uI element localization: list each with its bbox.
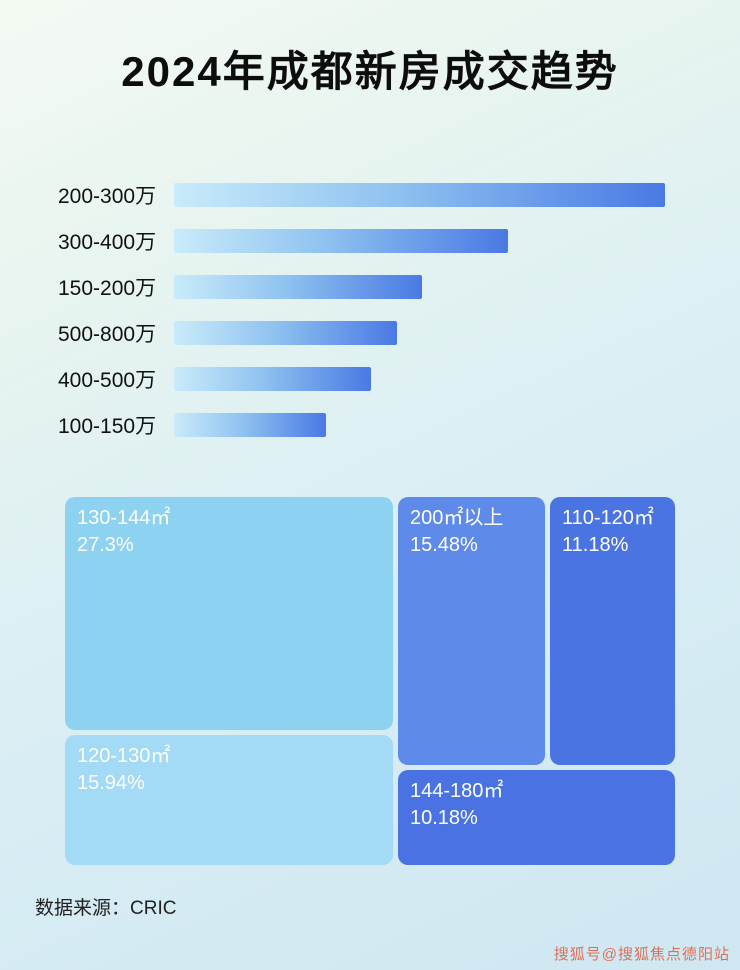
data-source-label: 数据来源：CRIC [35,898,177,919]
treemap-block-label: 200㎡以上 [410,507,504,529]
treemap-block-200-plus: 200㎡以上 15.48% [398,497,545,765]
bar [174,183,665,207]
area-treemap: 130-144㎡ 27.3% 200㎡以上 15.48% 110-120㎡ 11… [65,497,675,865]
bar-label: 200-300万 [58,185,157,208]
bar-label: 150-200万 [58,277,157,300]
bar-track [174,413,680,437]
bar-label: 400-500万 [58,369,157,392]
treemap-block-value: 11.18% [562,534,629,556]
bar-label: 500-800万 [58,323,157,346]
treemap-block-value: 15.94% [77,772,145,794]
bar [174,275,422,299]
bar [174,413,326,437]
bar-row: 200-300万 [58,182,680,208]
treemap-block-120-130: 120-130㎡ 15.94% [65,735,393,865]
treemap-block-value: 10.18% [410,807,478,829]
price-range-bar-chart: 200-300万 300-400万 150-200万 500-800万 400- [58,182,680,458]
page-title: 2024年成都新房成交趋势 [121,48,619,95]
treemap-block-110-120: 110-120㎡ 11.18% [550,497,675,765]
bar-row: 150-200万 [58,274,680,300]
treemap-block-label: 130-144㎡ [77,507,171,529]
bar-row: 100-150万 [58,412,680,438]
bar-row: 300-400万 [58,228,680,254]
bar-track [174,229,680,253]
bar-track [174,321,680,345]
treemap-block-label: 144-180㎡ [410,780,504,802]
treemap-block-label: 120-130㎡ [77,745,171,767]
bar-label: 100-150万 [58,415,157,438]
treemap-block-144-180: 144-180㎡ 10.18% [398,770,675,865]
watermark-label: 搜狐号@搜狐焦点德阳站 [553,946,730,963]
treemap-block-value: 27.3% [77,534,134,556]
bar-row: 500-800万 [58,320,680,346]
bar-track [174,367,680,391]
bar-row: 400-500万 [58,366,680,392]
bar [174,321,397,345]
treemap-block-130-144: 130-144㎡ 27.3% [65,497,393,730]
bar-track [174,275,680,299]
bar-track [174,183,680,207]
treemap-block-value: 15.48% [410,534,478,556]
treemap-block-label: 110-120㎡ [562,507,654,529]
bar-label: 300-400万 [58,231,157,254]
bar [174,367,372,391]
bar [174,229,508,253]
